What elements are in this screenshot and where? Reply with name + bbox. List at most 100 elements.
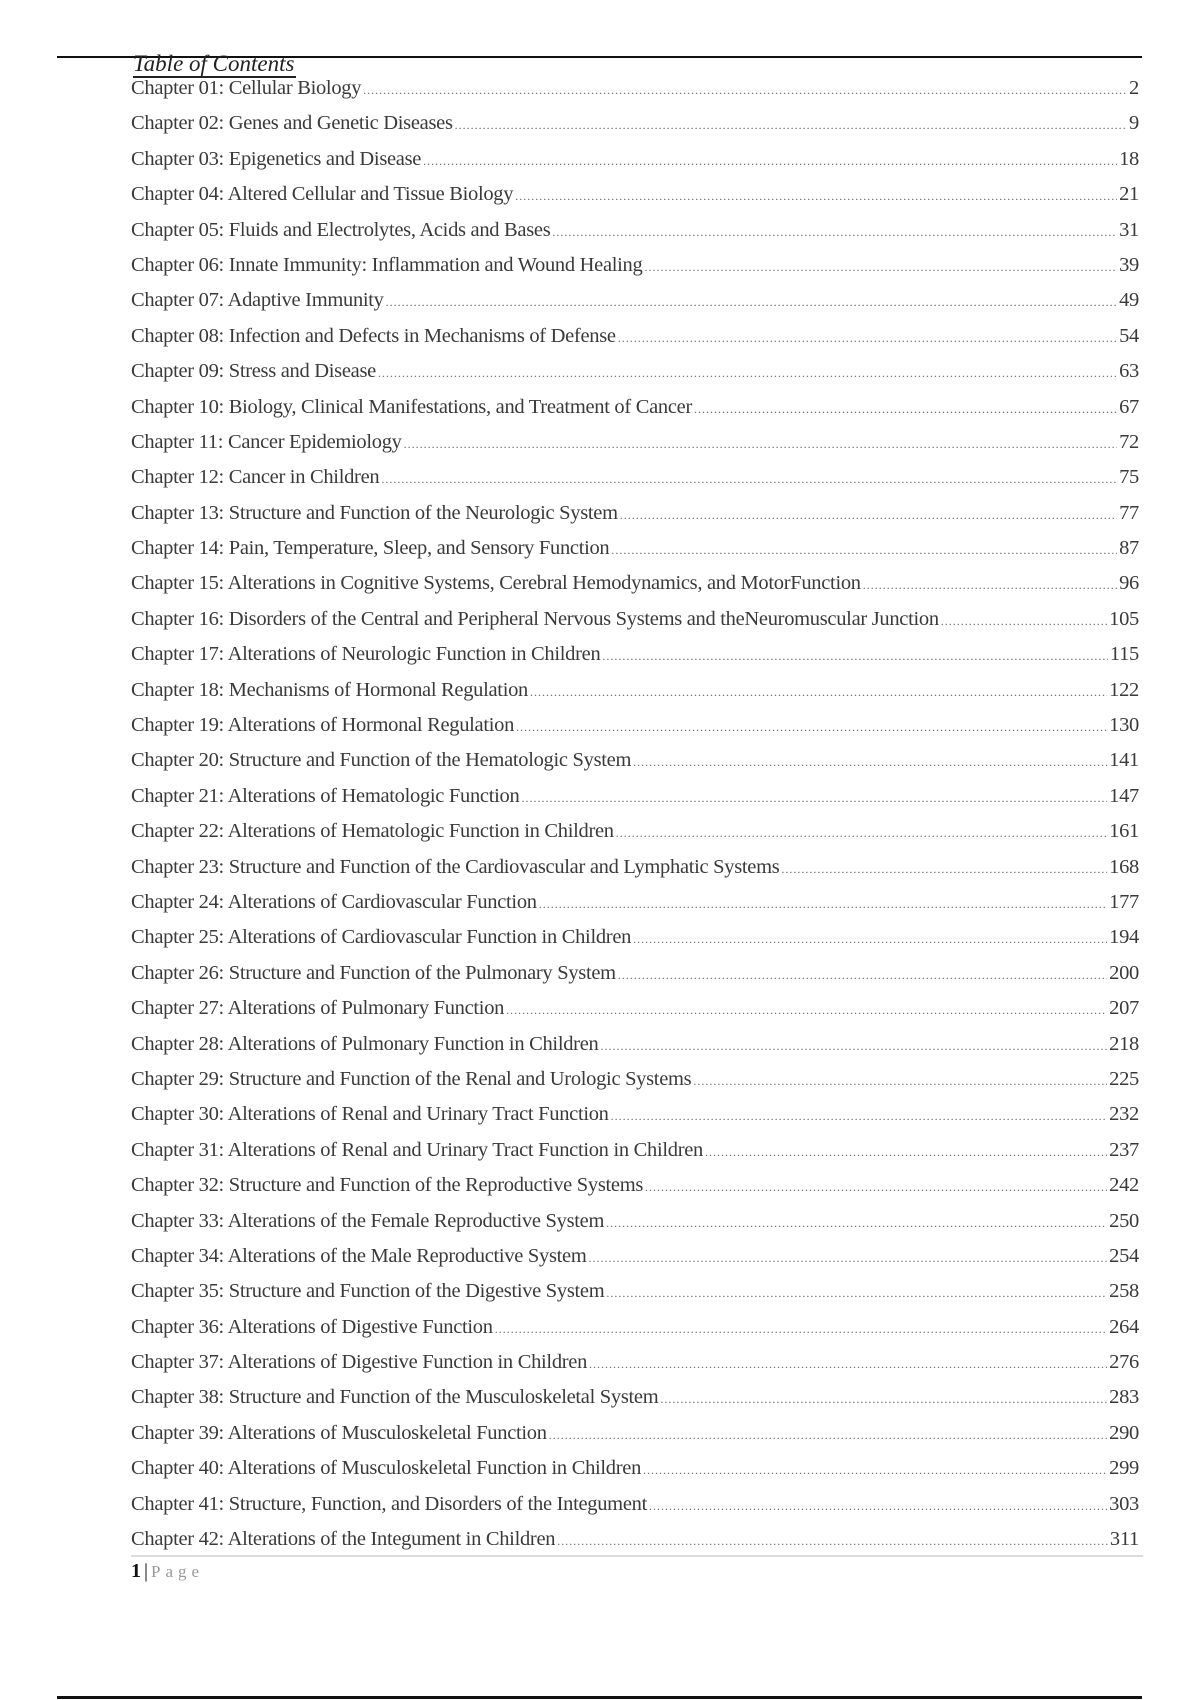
toc-entry[interactable]: Chapter 15: Alterations in Cognitive Sys… <box>131 572 1139 607</box>
toc-entry-page[interactable]: 147 <box>1109 784 1139 807</box>
toc-entry-label[interactable]: Chapter 15: Alterations in Cognitive Sys… <box>131 572 861 595</box>
toc-entry-label[interactable]: Chapter 22: Alterations of Hematologic F… <box>131 820 614 843</box>
toc-entry[interactable]: Chapter 41: Structure, Function, and Dis… <box>131 1493 1139 1528</box>
toc-entry-label[interactable]: Chapter 02: Genes and Genetic Diseases <box>131 112 453 135</box>
toc-entry-page[interactable]: 283 <box>1109 1386 1139 1409</box>
toc-entry[interactable]: Chapter 34: Alterations of the Male Repr… <box>131 1245 1139 1280</box>
toc-entry[interactable]: Chapter 04: Altered Cellular and Tissue … <box>131 183 1139 218</box>
toc-entry-page[interactable]: 264 <box>1109 1315 1139 1338</box>
toc-entry[interactable]: Chapter 38: Structure and Function of th… <box>131 1386 1139 1421</box>
toc-entry[interactable]: Chapter 02: Genes and Genetic Diseases 9 <box>131 112 1139 147</box>
toc-entry[interactable]: Chapter 28: Alterations of Pulmonary Fun… <box>131 1033 1139 1068</box>
toc-entry-page[interactable]: 39 <box>1119 253 1139 276</box>
toc-entry-label[interactable]: Chapter 11: Cancer Epidemiology <box>131 430 402 453</box>
toc-entry[interactable]: Chapter 10: Biology, Clinical Manifestat… <box>131 396 1139 431</box>
toc-entry-label[interactable]: Chapter 25: Alterations of Cardiovascula… <box>131 926 632 949</box>
toc-entry-page[interactable]: 31 <box>1119 218 1139 241</box>
toc-entry[interactable]: Chapter 12: Cancer in Children 75 <box>131 466 1139 501</box>
toc-entry-label[interactable]: Chapter 29: Structure and Function of th… <box>131 1067 692 1090</box>
toc-entry-label[interactable]: Chapter 23: Structure and Function of th… <box>131 855 780 878</box>
toc-entry[interactable]: Chapter 40: Alterations of Musculoskelet… <box>131 1457 1139 1492</box>
toc-entry[interactable]: Chapter 17: Alterations of Neurologic Fu… <box>131 643 1139 678</box>
toc-entry-label[interactable]: Chapter 07: Adaptive Immunity <box>131 289 384 312</box>
toc-entry[interactable]: Chapter 16: Disorders of the Central and… <box>131 608 1139 643</box>
toc-entry[interactable]: Chapter 07: Adaptive Immunity 49 <box>131 289 1139 324</box>
toc-entry-label[interactable]: Chapter 31: Alterations of Renal and Uri… <box>131 1138 703 1161</box>
toc-entry-label[interactable]: Chapter 05: Fluids and Electrolytes, Aci… <box>131 218 551 241</box>
toc-entry-label[interactable]: Chapter 13: Structure and Function of th… <box>131 501 618 524</box>
toc-entry-page[interactable]: 2 <box>1129 77 1139 99</box>
toc-entry[interactable]: Chapter 22: Alterations of Hematologic F… <box>131 820 1139 855</box>
toc-entry[interactable]: Chapter 09: Stress and Disease 63 <box>131 360 1139 395</box>
toc-entry-label[interactable]: Chapter 19: Alterations of Hormonal Regu… <box>131 714 515 737</box>
toc-entry-page[interactable]: 115 <box>1109 643 1139 666</box>
toc-entry[interactable]: Chapter 13: Structure and Function of th… <box>131 502 1139 537</box>
toc-entry[interactable]: Chapter 05: Fluids and Electrolytes, Aci… <box>131 219 1139 254</box>
toc-entry[interactable]: Chapter 24: Alterations of Cardiovascula… <box>131 891 1139 926</box>
toc-entry[interactable]: Chapter 23: Structure and Function of th… <box>131 856 1139 891</box>
toc-entry-label[interactable]: Chapter 41: Structure, Function, and Dis… <box>131 1492 647 1515</box>
toc-entry-label[interactable]: Chapter 14: Pain, Temperature, Sleep, an… <box>131 537 610 560</box>
toc-entry[interactable]: Chapter 19: Alterations of Hormonal Regu… <box>131 714 1139 749</box>
toc-entry-label[interactable]: Chapter 40: Alterations of Musculoskelet… <box>131 1457 642 1480</box>
toc-entry-page[interactable]: 96 <box>1119 572 1139 595</box>
toc-entry-page[interactable]: 72 <box>1119 430 1139 453</box>
toc-entry[interactable]: Chapter 06: Innate Immunity: Inflammatio… <box>131 254 1139 289</box>
toc-entry-label[interactable]: Chapter 33: Alterations of the Female Re… <box>131 1209 605 1232</box>
toc-entry-page[interactable]: 258 <box>1109 1280 1139 1303</box>
toc-entry[interactable]: Chapter 31: Alterations of Renal and Uri… <box>131 1139 1139 1174</box>
toc-entry-label[interactable]: Chapter 09: Stress and Disease <box>131 360 376 383</box>
toc-entry-label[interactable]: Chapter 20: Structure and Function of th… <box>131 749 632 772</box>
toc-entry[interactable]: Chapter 42: Alterations of the Integumen… <box>131 1528 1139 1563</box>
toc-entry-page[interactable]: 194 <box>1109 926 1139 949</box>
toc-entry[interactable]: Chapter 18: Mechanisms of Hormonal Regul… <box>131 679 1139 714</box>
toc-entry-page[interactable]: 207 <box>1109 997 1139 1020</box>
toc-entry-page[interactable]: 49 <box>1119 289 1139 312</box>
toc-entry-label[interactable]: Chapter 42: Alterations of the Integumen… <box>131 1528 556 1551</box>
toc-entry[interactable]: Chapter 14: Pain, Temperature, Sleep, an… <box>131 537 1139 572</box>
toc-entry-page[interactable]: 9 <box>1129 112 1139 135</box>
toc-entry[interactable]: Chapter 11: Cancer Epidemiology 72 <box>131 431 1139 466</box>
toc-entry-page[interactable]: 177 <box>1109 890 1139 913</box>
toc-entry-page[interactable]: 21 <box>1119 183 1139 206</box>
toc-entry-page[interactable]: 200 <box>1109 961 1139 984</box>
toc-entry-page[interactable]: 311 <box>1109 1528 1139 1551</box>
toc-entry-label[interactable]: Chapter 17: Alterations of Neurologic Fu… <box>131 643 601 666</box>
toc-entry-label[interactable]: Chapter 34: Alterations of the Male Repr… <box>131 1244 587 1267</box>
toc-entry-page[interactable]: 232 <box>1109 1103 1139 1126</box>
toc-entry[interactable]: Chapter 33: Alterations of the Female Re… <box>131 1210 1139 1245</box>
toc-entry-page[interactable]: 218 <box>1109 1032 1139 1055</box>
toc-entry-page[interactable]: 168 <box>1109 855 1139 878</box>
toc-entry-page[interactable]: 303 <box>1109 1492 1139 1515</box>
toc-entry-page[interactable]: 250 <box>1109 1209 1139 1232</box>
toc-entry-label[interactable]: Chapter 10: Biology, Clinical Manifestat… <box>131 395 692 418</box>
toc-entry-page[interactable]: 122 <box>1109 678 1139 701</box>
toc-entry[interactable]: Chapter 21: Alterations of Hematologic F… <box>131 785 1139 820</box>
toc-entry-label[interactable]: Chapter 21: Alterations of Hematologic F… <box>131 784 520 807</box>
toc-entry[interactable]: Chapter 01: Cellular Biology 2 <box>131 77 1139 112</box>
toc-entry[interactable]: Chapter 26: Structure and Function of th… <box>131 962 1139 997</box>
toc-entry-page[interactable]: 77 <box>1119 501 1139 524</box>
toc-entry-label[interactable]: Chapter 27: Alterations of Pulmonary Fun… <box>131 997 505 1020</box>
toc-entry-label[interactable]: Chapter 18: Mechanisms of Hormonal Regul… <box>131 678 528 701</box>
toc-entry-page[interactable]: 130 <box>1109 714 1139 737</box>
toc-entry-page[interactable]: 161 <box>1109 820 1139 843</box>
toc-entry[interactable]: Chapter 37: Alterations of Digestive Fun… <box>131 1351 1139 1386</box>
toc-entry-label[interactable]: Chapter 01: Cellular Biology <box>131 77 362 99</box>
toc-entry-page[interactable]: 254 <box>1109 1244 1139 1267</box>
toc-entry-label[interactable]: Chapter 04: Altered Cellular and Tissue … <box>131 183 514 206</box>
toc-entry[interactable]: Chapter 20: Structure and Function of th… <box>131 749 1139 784</box>
toc-entry[interactable]: Chapter 39: Alterations of Musculoskelet… <box>131 1422 1139 1457</box>
toc-entry[interactable]: Chapter 29: Structure and Function of th… <box>131 1068 1139 1103</box>
toc-entry-page[interactable]: 242 <box>1109 1174 1139 1197</box>
toc-entry-page[interactable]: 54 <box>1119 324 1139 347</box>
toc-entry-page[interactable]: 276 <box>1109 1351 1139 1374</box>
toc-entry[interactable]: Chapter 36: Alterations of Digestive Fun… <box>131 1316 1139 1351</box>
toc-entry-label[interactable]: Chapter 06: Innate Immunity: Inflammatio… <box>131 253 643 276</box>
toc-entry[interactable]: Chapter 35: Structure and Function of th… <box>131 1280 1139 1315</box>
toc-entry-label[interactable]: Chapter 30: Alterations of Renal and Uri… <box>131 1103 609 1126</box>
toc-entry-page[interactable]: 75 <box>1119 466 1139 489</box>
toc-entry[interactable]: Chapter 32: Structure and Function of th… <box>131 1174 1139 1209</box>
toc-entry[interactable]: Chapter 08: Infection and Defects in Mec… <box>131 325 1139 360</box>
toc-entry-label[interactable]: Chapter 39: Alterations of Musculoskelet… <box>131 1421 547 1444</box>
